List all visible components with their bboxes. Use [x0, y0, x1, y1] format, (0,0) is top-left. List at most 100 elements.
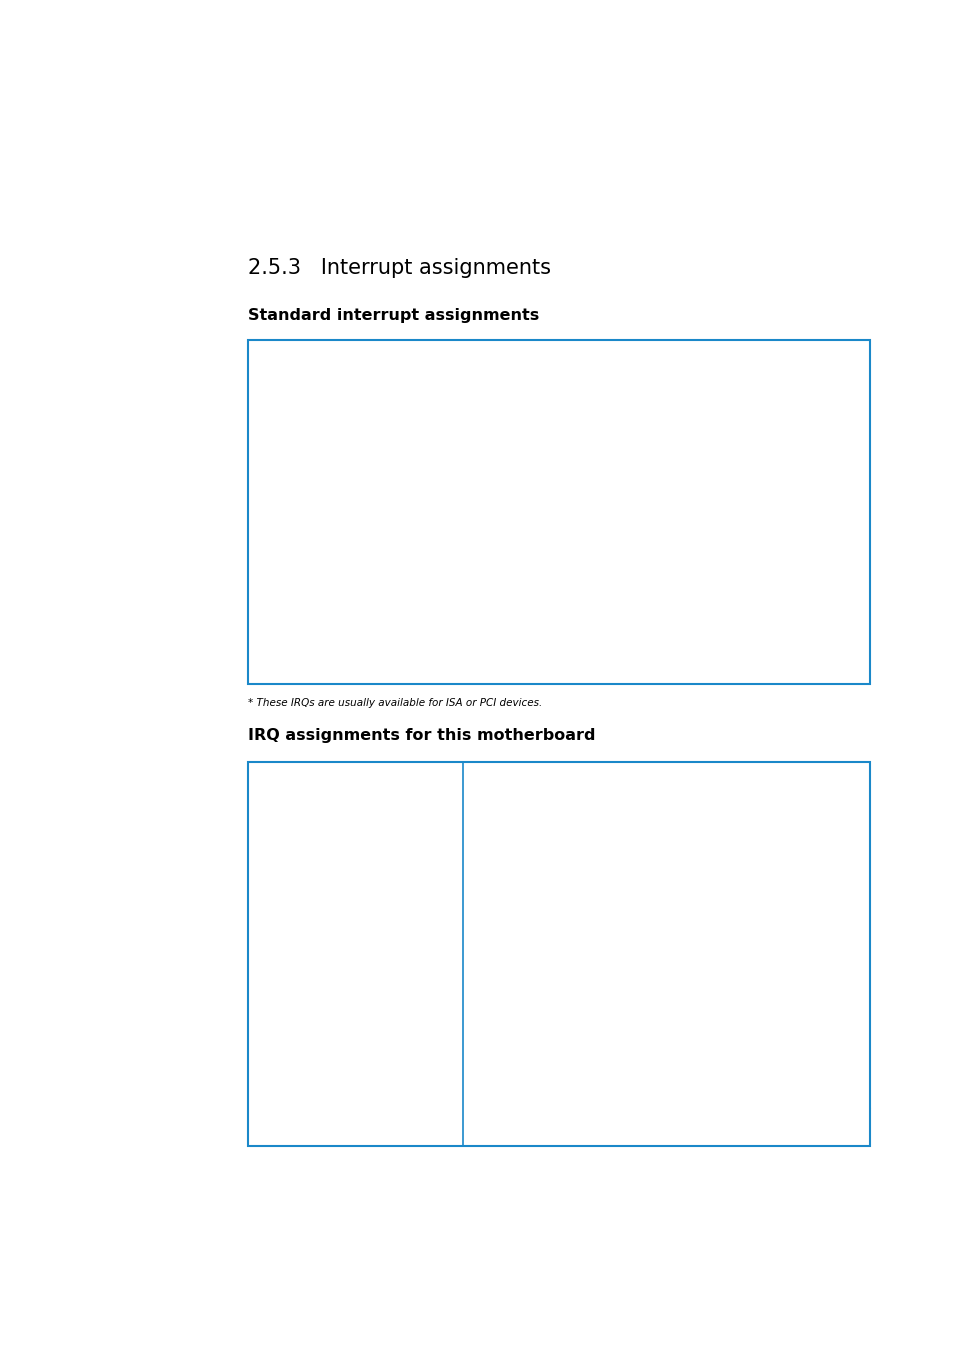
Bar [248, 1066, 869, 1086]
Text: —: — [584, 1071, 595, 1081]
Text: —: — [686, 790, 697, 801]
Text: —: — [686, 811, 697, 821]
Text: —: — [635, 911, 645, 921]
Text: —: — [686, 951, 697, 961]
Text: 9: 9 [370, 648, 377, 659]
Text: PCI slot 1: PCI slot 1 [253, 790, 301, 801]
Text: —: — [584, 790, 595, 801]
Text: —: — [584, 1051, 595, 1061]
Text: —: — [534, 911, 543, 921]
Text: —: — [839, 1011, 849, 1021]
Text: —: — [482, 951, 493, 961]
Text: —: — [686, 831, 697, 842]
Text: —: — [534, 1011, 543, 1021]
Text: G: G [788, 767, 798, 781]
Bar [248, 1046, 869, 1066]
Text: —: — [482, 931, 493, 942]
Text: shared: shared [826, 1071, 862, 1081]
Text: —: — [737, 831, 747, 842]
Bar [248, 604, 869, 624]
Text: —: — [686, 851, 697, 861]
Bar [248, 966, 869, 986]
Text: —: — [534, 1131, 543, 1142]
Text: —: — [787, 892, 798, 901]
Text: —: — [635, 1031, 645, 1042]
Text: —: — [635, 1011, 645, 1021]
Text: —: — [584, 1092, 595, 1101]
Text: Re-direct to IRQ#9: Re-direct to IRQ#9 [436, 409, 540, 419]
Text: —: — [839, 951, 849, 961]
Text: —: — [839, 1131, 849, 1142]
Text: Onboard USB controller 1: Onboard USB controller 1 [253, 931, 385, 942]
Text: —: — [737, 1011, 747, 1021]
Text: shared: shared [572, 1111, 607, 1121]
Text: —: — [584, 951, 595, 961]
Text: 12: 12 [367, 449, 380, 459]
Text: —: — [787, 790, 798, 801]
Text: —: — [584, 992, 595, 1001]
Bar [248, 762, 869, 1146]
Text: —: — [482, 1011, 493, 1021]
Text: —: — [584, 831, 595, 842]
Text: 1: 1 [280, 389, 287, 399]
Text: 13: 13 [367, 469, 380, 480]
Bar [248, 404, 869, 424]
Text: Onboard USB 2.0 controller: Onboard USB 2.0 controller [253, 1011, 395, 1021]
Text: —: — [839, 851, 849, 861]
Text: PCI E x16 slot: PCI E x16 slot [253, 851, 324, 861]
Text: —: — [635, 1071, 645, 1081]
Text: 11: 11 [367, 430, 380, 439]
Text: —: — [635, 1131, 645, 1142]
Text: —: — [584, 1011, 595, 1021]
Text: —: — [686, 1131, 697, 1142]
Text: 7: 7 [370, 609, 377, 619]
Text: Onboard IDE: Onboard IDE [253, 1131, 318, 1142]
Text: —: — [787, 871, 798, 881]
Text: A: A [483, 767, 493, 781]
Text: —: — [737, 1071, 747, 1081]
Text: 14: 14 [276, 648, 291, 659]
Text: Onboard USB controller 3: Onboard USB controller 3 [253, 971, 385, 981]
Text: B: B [534, 767, 543, 781]
Text: Primary IDE Channel: Primary IDE Channel [436, 648, 551, 659]
Text: —: — [787, 911, 798, 921]
Text: shared: shared [520, 892, 557, 901]
Text: —: — [368, 409, 379, 419]
Text: PS/2 Compatible Mouse Port*: PS/2 Compatible Mouse Port* [436, 609, 598, 619]
Text: Onboard SATA port: Onboard SATA port [253, 1071, 352, 1081]
Text: Secondary IDE Channel: Secondary IDE Channel [436, 669, 567, 680]
Text: Used: Used [525, 790, 552, 801]
Text: Onboard EHCI controller: Onboard EHCI controller [253, 1031, 379, 1042]
Text: IRQ holder for PCI steering*: IRQ holder for PCI steering* [436, 469, 590, 480]
Bar [248, 846, 869, 866]
Bar [248, 644, 869, 663]
Text: 10: 10 [367, 669, 380, 680]
Text: Onboard LAN1: Onboard LAN1 [253, 1111, 329, 1121]
Text: —: — [482, 992, 493, 1001]
Text: —: — [635, 931, 645, 942]
Text: 2: 2 [370, 389, 377, 399]
Text: —: — [839, 911, 849, 921]
Text: —: — [737, 871, 747, 881]
Text: shared: shared [622, 1092, 658, 1101]
Bar [248, 563, 869, 584]
Text: —: — [584, 1131, 595, 1142]
Text: —: — [737, 1031, 747, 1042]
Text: shared: shared [775, 831, 811, 842]
Text: Onboard IDE (ITE8211): Onboard IDE (ITE8211) [253, 1051, 372, 1061]
Text: —: — [839, 811, 849, 821]
Text: * These IRQs are usually available for ISA or PCI devices.: * These IRQs are usually available for I… [248, 698, 541, 708]
Text: IRQ holder for PCI steering*: IRQ holder for PCI steering* [436, 569, 590, 580]
Text: —: — [635, 1051, 645, 1061]
Text: —: — [584, 892, 595, 901]
Text: Keyboard Controller: Keyboard Controller [436, 389, 547, 399]
Text: System Timer: System Timer [436, 369, 513, 380]
Text: —: — [787, 992, 798, 1001]
Text: 8: 8 [370, 630, 377, 639]
Text: —: — [482, 892, 493, 901]
Text: 5: 5 [280, 469, 287, 480]
Text: —: — [787, 951, 798, 961]
Text: —: — [436, 430, 447, 439]
Text: —: — [584, 811, 595, 821]
Text: —: — [635, 811, 645, 821]
